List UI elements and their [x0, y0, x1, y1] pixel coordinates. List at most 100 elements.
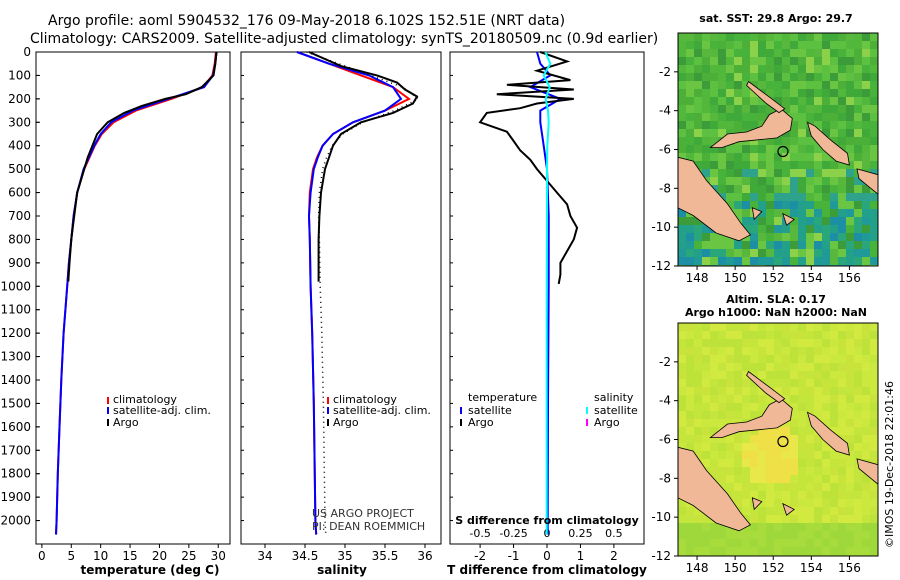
- map-cell: [718, 379, 726, 387]
- map-cell: [686, 73, 694, 81]
- map-cell: [710, 49, 718, 57]
- map-cell: [694, 323, 702, 331]
- map-cell: [718, 129, 726, 137]
- map-cell: [862, 523, 870, 531]
- map-cell: [678, 411, 686, 419]
- map-cell: [774, 363, 782, 371]
- map-cell: [838, 507, 846, 515]
- map-cell: [830, 33, 838, 41]
- map-cell: [742, 201, 750, 209]
- map-cell: [734, 483, 742, 491]
- map-cell: [814, 395, 822, 403]
- map-cell: [782, 363, 790, 371]
- map-cell: [710, 169, 718, 177]
- map-cell: [774, 65, 782, 73]
- map-cell: [774, 49, 782, 57]
- map-cell: [870, 531, 878, 539]
- map-cell: [726, 73, 734, 81]
- depth-tick-label: 1200: [0, 326, 31, 340]
- x-tick-label: 25: [181, 549, 196, 563]
- map-cell: [854, 201, 862, 209]
- map-cell: [846, 395, 854, 403]
- map-cell: [694, 73, 702, 81]
- map-cell: [686, 427, 694, 435]
- map-cell: [798, 225, 806, 233]
- map-cell: [814, 547, 822, 555]
- map-cell: [766, 355, 774, 363]
- map-cell: [694, 113, 702, 121]
- map-cell: [694, 531, 702, 539]
- map-cell: [862, 225, 870, 233]
- map-cell: [830, 515, 838, 523]
- map-cell: [718, 241, 726, 249]
- map-cell: [678, 121, 686, 129]
- map-cell: [830, 65, 838, 73]
- map-cell: [702, 339, 710, 347]
- map-cell: [702, 523, 710, 531]
- map-cell: [710, 233, 718, 241]
- map-cell: [782, 161, 790, 169]
- map-cell: [774, 41, 782, 49]
- map-cell: [838, 185, 846, 193]
- map-cell: [702, 89, 710, 97]
- map-cell: [734, 387, 742, 395]
- map-cell: [790, 531, 798, 539]
- diff-legend-temperature: temperature: [468, 391, 537, 404]
- map-cell: [710, 435, 718, 443]
- map-cell: [694, 339, 702, 347]
- map-cell: [734, 347, 742, 355]
- map-cell: [854, 65, 862, 73]
- map-cell: [806, 547, 814, 555]
- map-cell: [758, 323, 766, 331]
- map-cell: [790, 339, 798, 347]
- map-cell: [694, 249, 702, 257]
- map-cell: [854, 539, 862, 547]
- map-cell: [782, 347, 790, 355]
- map-cell: [750, 443, 758, 451]
- map-cell: [790, 419, 798, 427]
- map-y-tick-label: -2: [659, 65, 671, 79]
- map-cell: [814, 89, 822, 97]
- map-cell: [726, 411, 734, 419]
- map-cell: [854, 249, 862, 257]
- map-cell: [774, 443, 782, 451]
- map-cell: [854, 241, 862, 249]
- map-cell: [854, 129, 862, 137]
- t-difference-xlabel: T difference from climatology: [447, 563, 647, 577]
- map-cell: [846, 547, 854, 555]
- map-cell: [718, 193, 726, 201]
- map-cell: [678, 57, 686, 65]
- map-cell: [774, 89, 782, 97]
- map-cell: [758, 97, 766, 105]
- map-cell: [710, 97, 718, 105]
- map-cell: [846, 209, 854, 217]
- map-cell: [846, 419, 854, 427]
- map-cell: [750, 339, 758, 347]
- map-cell: [758, 225, 766, 233]
- map-cell: [798, 395, 806, 403]
- map-x-tick-label: 156: [838, 271, 861, 285]
- map-cell: [766, 145, 774, 153]
- map-cell: [734, 491, 742, 499]
- map-cell: [838, 161, 846, 169]
- map-cell: [718, 523, 726, 531]
- map-cell: [758, 547, 766, 555]
- map-cell: [766, 209, 774, 217]
- salinity-legend: climatology satellite-adj. clim. Argo: [327, 393, 431, 429]
- map-y-tick-label: -6: [659, 433, 671, 447]
- map-cell: [846, 403, 854, 411]
- map-cell: [734, 331, 742, 339]
- map-cell: [758, 161, 766, 169]
- map-cell: [718, 185, 726, 193]
- title-line1: Argo profile: aoml 5904532_176 09-May-20…: [48, 13, 565, 29]
- map-cell: [758, 355, 766, 363]
- map-cell: [846, 241, 854, 249]
- map-cell: [854, 355, 862, 363]
- series-t-argo: [478, 51, 579, 285]
- map-cell: [718, 257, 726, 265]
- map-cell: [742, 539, 750, 547]
- map-cell: [806, 347, 814, 355]
- map-cell: [694, 241, 702, 249]
- map-cell: [686, 121, 694, 129]
- map-cell: [686, 523, 694, 531]
